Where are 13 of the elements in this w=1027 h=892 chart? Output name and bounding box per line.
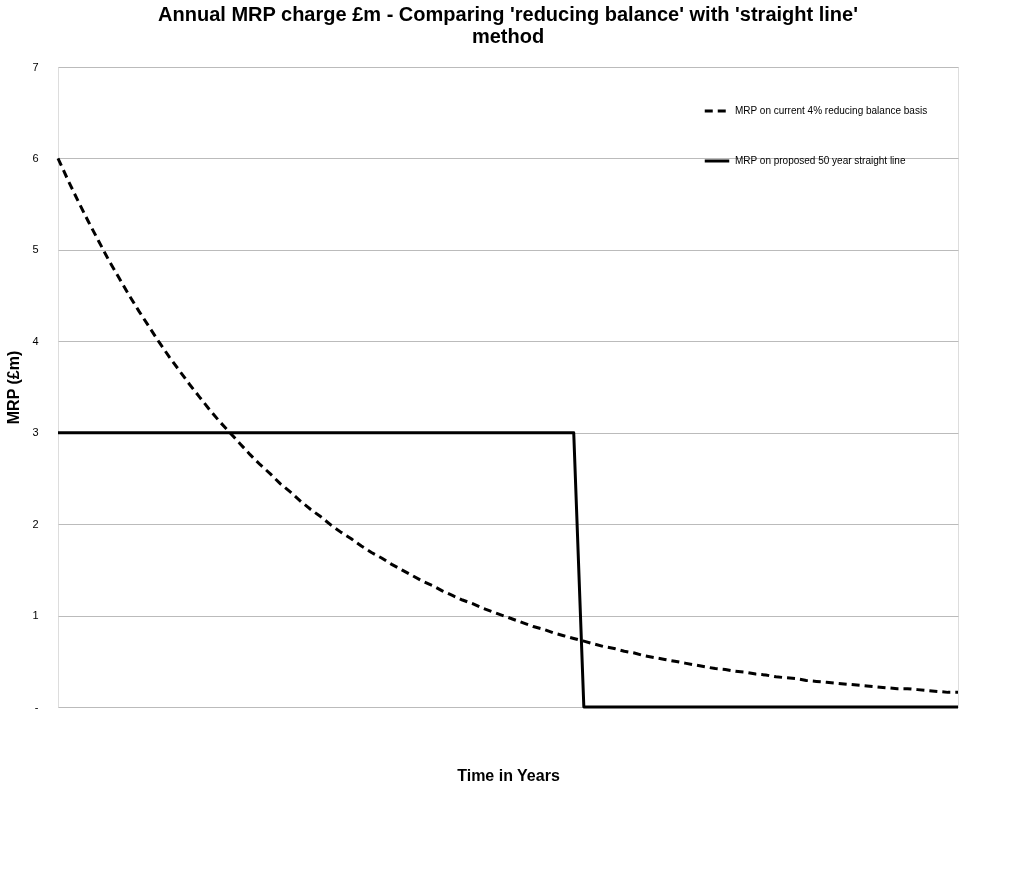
y-tick-label: 6: [32, 151, 39, 164]
x-axis-title: Time in Years: [457, 766, 560, 784]
chart-title: Annual MRP charge £m - Comparing 'reducing balance' with 'straight line' method: [158, 3, 858, 47]
y-tick-label: 3: [32, 426, 39, 439]
y-tick-label: 1: [32, 609, 39, 622]
legend-label: MRP on proposed 50 year straight line: [735, 155, 906, 166]
y-tick-label: 7: [32, 60, 39, 73]
y-tick-label: -: [34, 700, 39, 713]
y-tick-label: 5: [32, 243, 39, 256]
y-tick-label: 2: [32, 517, 39, 530]
legend-label: MRP on current 4% reducing balance basis: [735, 105, 928, 116]
y-axis-title: MRP (£m): [5, 350, 23, 425]
y-tick-label: 4: [32, 334, 39, 347]
